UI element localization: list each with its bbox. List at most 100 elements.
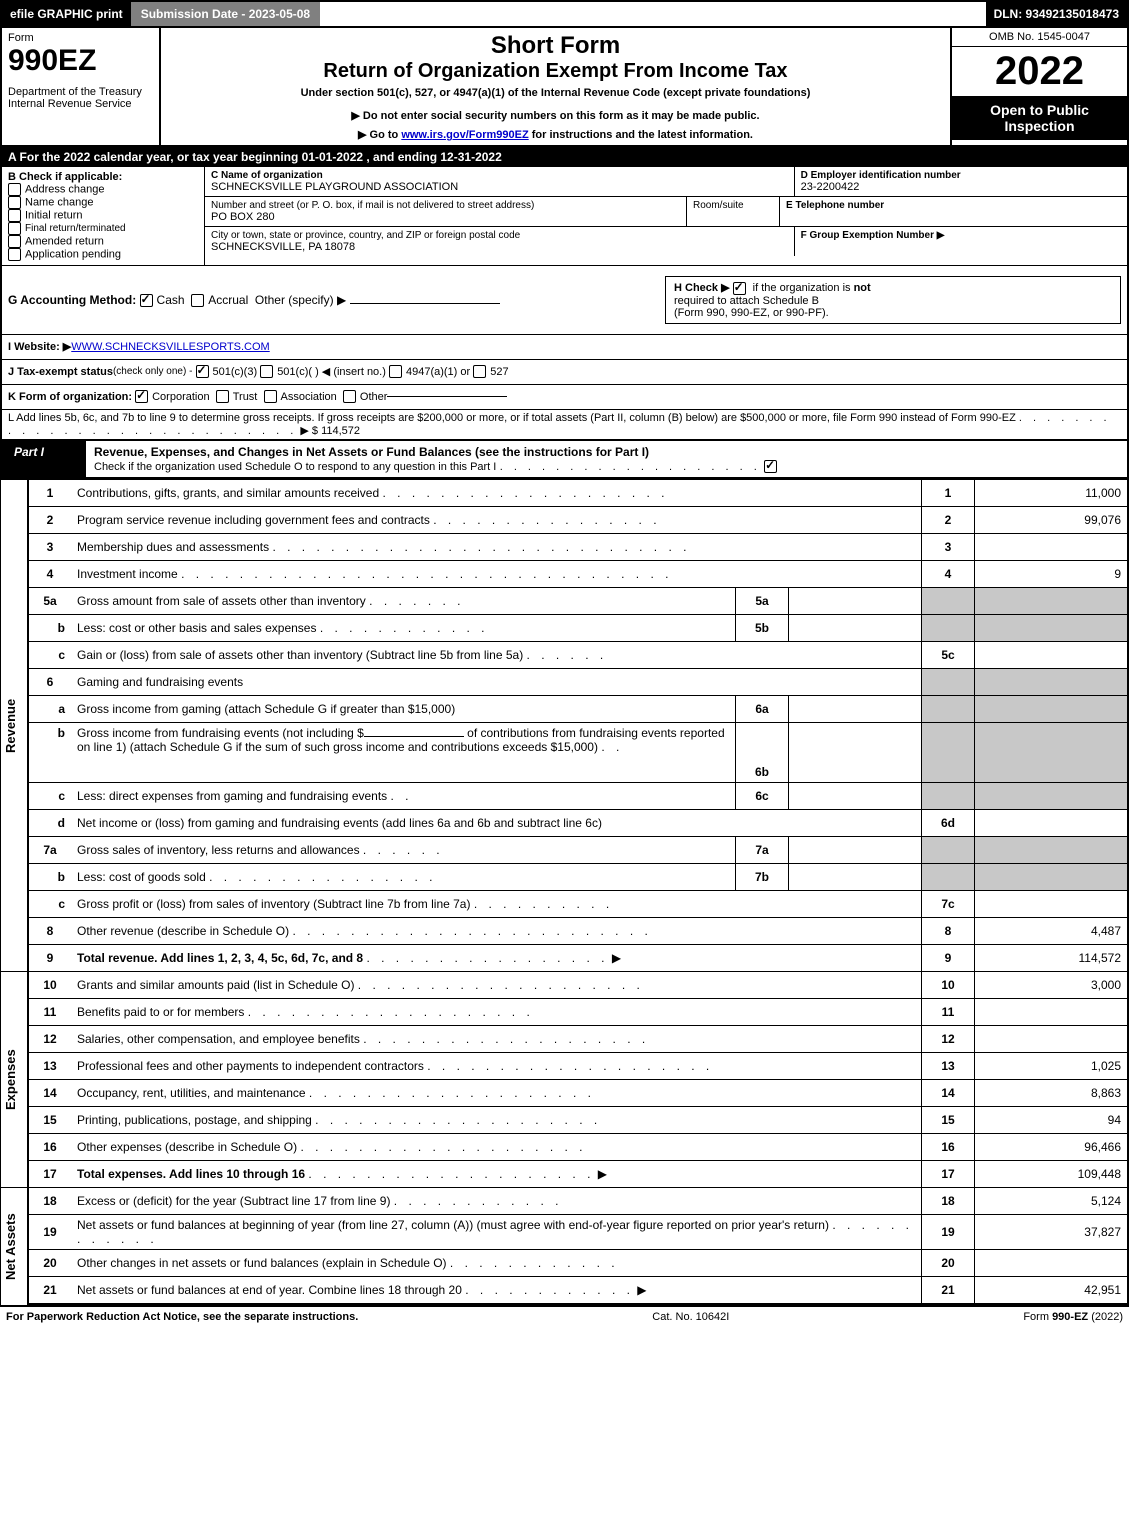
submission-date: Submission Date - 2023-05-08 [131, 2, 320, 26]
efile-print: efile GRAPHIC print [2, 2, 131, 26]
h-not: not [854, 282, 871, 294]
dln: DLN: 93492135018473 [986, 2, 1127, 26]
j-opt1: 501(c)(3) [213, 366, 258, 378]
part-1-title: Revenue, Expenses, and Changes in Net As… [86, 441, 1127, 477]
b-item-1: Name change [25, 196, 94, 208]
chk-corp[interactable] [135, 390, 148, 403]
table-row: bLess: cost or other basis and sales exp… [29, 614, 1128, 641]
revenue-tab: Revenue [0, 479, 29, 971]
table-row: 11Benefits paid to or for members . . . … [29, 998, 1128, 1025]
g-accounting: G Accounting Method: Cash Accrual Other … [8, 293, 665, 307]
table-row: 2Program service revenue including gover… [29, 506, 1128, 533]
table-row: 7aGross sales of inventory, less returns… [29, 836, 1128, 863]
table-row: 3Membership dues and assessments . . . .… [29, 533, 1128, 560]
h-box: H Check ▶ if the organization is not req… [665, 276, 1121, 324]
chk-initial-return[interactable] [8, 209, 21, 222]
b-item-2: Initial return [25, 209, 82, 221]
netassets-tab: Net Assets [0, 1187, 29, 1305]
chk-h[interactable] [733, 282, 746, 295]
table-row: cGain or (loss) from sale of assets othe… [29, 641, 1128, 668]
h-text4: (Form 990, 990-EZ, or 990-PF). [674, 307, 829, 319]
chk-schedule-o[interactable] [764, 460, 777, 473]
table-row: 15Printing, publications, postage, and s… [29, 1106, 1128, 1133]
street-label: Number and street (or P. O. box, if mail… [211, 200, 680, 211]
chk-amended-return[interactable] [8, 235, 21, 248]
j-opt4: 527 [490, 366, 508, 378]
c-label: C Name of organization [211, 170, 788, 181]
k-trust: Trust [233, 391, 258, 403]
irs: Internal Revenue Service [8, 98, 153, 110]
table-row: 5aGross amount from sale of assets other… [29, 587, 1128, 614]
table-row: 12Salaries, other compensation, and empl… [29, 1025, 1128, 1052]
g-accrual: Accrual [208, 293, 248, 307]
chk-assoc[interactable] [264, 390, 277, 403]
chk-application-pending[interactable] [8, 248, 21, 261]
k-corp: Corporation [152, 391, 209, 403]
part-1-label: Part I [2, 441, 86, 477]
table-row: 19Net assets or fund balances at beginni… [29, 1214, 1128, 1249]
h-text3: required to attach Schedule B [674, 295, 819, 307]
chk-501c[interactable] [260, 365, 273, 378]
b-item-0: Address change [25, 183, 105, 195]
chk-cash[interactable] [140, 294, 153, 307]
irs-link[interactable]: www.irs.gov/Form990EZ [401, 129, 528, 141]
l-amount: $ 114,572 [312, 425, 360, 437]
j-label: J Tax-exempt status [8, 366, 113, 378]
form-header: Form 990EZ Department of the Treasury In… [0, 28, 1129, 147]
h-text2: if the organization is [753, 282, 851, 294]
footer-right: Form 990-EZ (2022) [1023, 1311, 1123, 1323]
table-row: 8Other revenue (describe in Schedule O) … [29, 917, 1128, 944]
revenue-table: 1Contributions, gifts, grants, and simil… [29, 479, 1129, 971]
table-row: 6Gaming and fundraising events [29, 668, 1128, 695]
f-label: F Group Exemption Number ▶ [801, 230, 1121, 241]
table-row: 14Occupancy, rent, utilities, and mainte… [29, 1079, 1128, 1106]
revenue-section: Revenue 1Contributions, gifts, grants, a… [0, 479, 1129, 971]
website-link[interactable]: WWW.SCHNECKSVILLESPORTS.COM [71, 341, 269, 353]
chk-other-org[interactable] [343, 390, 356, 403]
header-subtitle: Under section 501(c), 527, or 4947(a)(1)… [167, 87, 944, 99]
g-cash: Cash [157, 293, 185, 307]
g-label: G Accounting Method: [8, 293, 136, 307]
h-text1: H Check ▶ [674, 282, 730, 294]
chk-trust[interactable] [216, 390, 229, 403]
row-i: I Website: ▶ WWW.SCHNECKSVILLESPORTS.COM [0, 335, 1129, 360]
table-row: 18Excess or (deficit) for the year (Subt… [29, 1187, 1128, 1214]
table-row: 4Investment income . . . . . . . . . . .… [29, 560, 1128, 587]
top-bar: efile GRAPHIC print Submission Date - 20… [0, 0, 1129, 28]
j-opt3: 4947(a)(1) or [406, 366, 470, 378]
l-arrow: ▶ [300, 425, 308, 437]
chk-527[interactable] [473, 365, 486, 378]
footer-left: For Paperwork Reduction Act Notice, see … [6, 1311, 358, 1323]
omb-number: OMB No. 1545-0047 [952, 28, 1127, 47]
k-assoc: Association [281, 391, 337, 403]
chk-name-change[interactable] [8, 196, 21, 209]
netassets-section: Net Assets 18Excess or (deficit) for the… [0, 1187, 1129, 1305]
table-row: 17Total expenses. Add lines 10 through 1… [29, 1160, 1128, 1187]
table-row: 10Grants and similar amounts paid (list … [29, 971, 1128, 998]
section-b: B Check if applicable: Address change Na… [2, 167, 205, 265]
form-word: Form [8, 32, 153, 44]
table-row: 1Contributions, gifts, grants, and simil… [29, 479, 1128, 506]
expenses-tab: Expenses [0, 971, 29, 1187]
table-row: 21Net assets or fund balances at end of … [29, 1276, 1128, 1304]
j-note: (check only one) - [113, 366, 192, 377]
city-label: City or town, state or province, country… [211, 230, 788, 241]
table-row: cGross profit or (loss) from sales of in… [29, 890, 1128, 917]
table-row: 9Total revenue. Add lines 1, 2, 3, 4, 5c… [29, 944, 1128, 971]
dept-treasury: Department of the Treasury [8, 86, 153, 98]
chk-501c3[interactable] [196, 365, 209, 378]
table-row: bGross income from fundraising events (n… [29, 722, 1128, 782]
section-a: A For the 2022 calendar year, or tax yea… [0, 147, 1129, 167]
room-label: Room/suite [687, 197, 780, 226]
chk-accrual[interactable] [191, 294, 204, 307]
row-g-h: G Accounting Method: Cash Accrual Other … [0, 266, 1129, 335]
chk-address-change[interactable] [8, 183, 21, 196]
e-label: E Telephone number [786, 200, 1121, 211]
chk-4947[interactable] [389, 365, 402, 378]
j-opt2: 501(c)( ) ◀ (insert no.) [277, 365, 386, 378]
b-title: B Check if applicable: [8, 171, 198, 183]
chk-final-return[interactable] [8, 222, 21, 235]
return-title: Return of Organization Exempt From Incom… [167, 60, 944, 83]
k-other: Other [360, 391, 388, 403]
table-row: cLess: direct expenses from gaming and f… [29, 782, 1128, 809]
